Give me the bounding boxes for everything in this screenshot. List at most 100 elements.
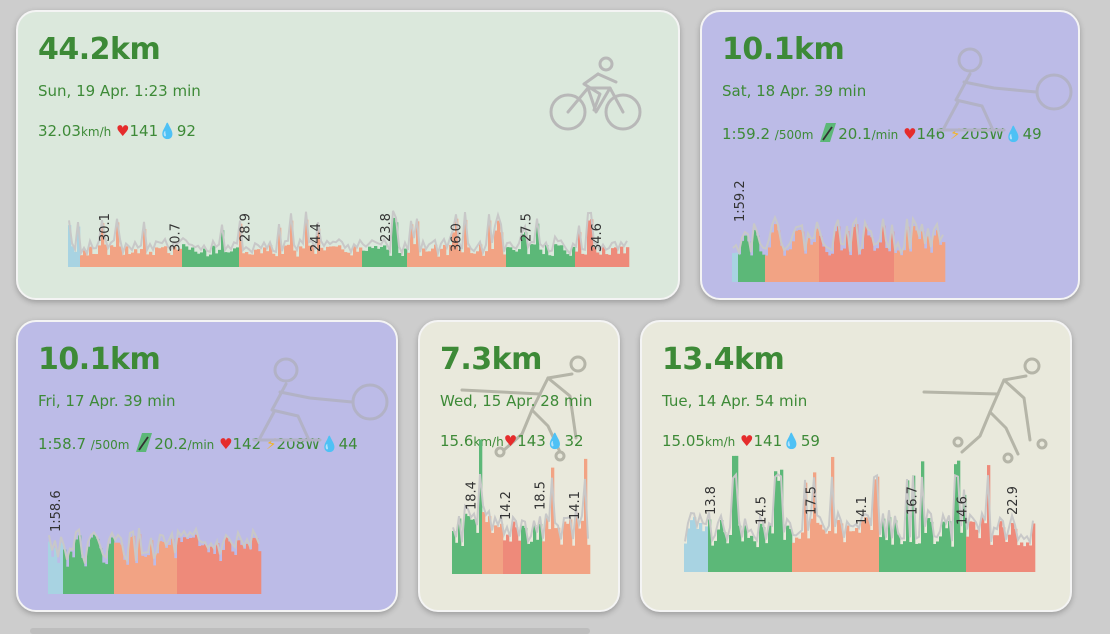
chart-bar (153, 565, 157, 594)
chart-bar (320, 247, 324, 267)
chart-bar (831, 456, 835, 572)
chart-bar (858, 532, 862, 572)
chart-bar (389, 255, 393, 267)
chart-bar (401, 255, 405, 267)
chart-bar (771, 232, 775, 282)
chart-bar (194, 251, 198, 267)
chart-bar (894, 253, 898, 282)
chart-peak-label: 17.5 (805, 486, 820, 515)
activity-date: Wed, 15 Apr. 28 min (440, 392, 593, 410)
chart-bar (774, 471, 778, 572)
chart-bar (180, 542, 184, 594)
chart-bar (557, 245, 561, 267)
chart-bar (377, 248, 381, 267)
chart-bar (161, 247, 165, 267)
speed-value: 15.05 (662, 432, 705, 450)
chart-bar (777, 230, 781, 282)
drop-icon: 💧 (545, 432, 565, 450)
chart-bar (810, 244, 814, 282)
chart-bar (422, 248, 426, 267)
cycling-icon (549, 56, 642, 131)
speed-unit: km/h (80, 125, 112, 139)
chart-bar (927, 236, 931, 282)
chart-bar (75, 539, 79, 594)
chart-peak-label: 27.5 (520, 213, 535, 242)
chart-overlay-line (68, 210, 628, 258)
chart-bar (99, 548, 103, 594)
chart-peak-label: 28.9 (239, 213, 254, 242)
chart-bar (608, 254, 612, 267)
activity-card-cycling[interactable]: 44.2km Sun, 19 Apr. 1:23 min 32.03km/h ♥… (16, 10, 680, 300)
activity-card-rowing[interactable]: 10.1km Sat, 18 Apr. 39 min 1:59.2 /500m … (700, 10, 1080, 300)
chart-bar (317, 228, 321, 267)
chart-bar (482, 255, 486, 267)
chart-bar (503, 254, 507, 267)
chart-bar (729, 534, 733, 572)
chart-bar (566, 523, 570, 574)
chart-bar (921, 461, 925, 572)
chart-bar (987, 465, 991, 572)
chart-bar (711, 545, 715, 572)
chart-bar (255, 538, 259, 594)
activity-stats: 15.6km/h♥143💧32 (440, 432, 584, 450)
chart-bar (311, 245, 315, 267)
chart-bar (714, 540, 718, 572)
chart-bar (269, 245, 273, 267)
chart-bar (452, 232, 456, 267)
heart-rate-value: 143 (517, 432, 546, 450)
chart-bar (999, 521, 1003, 572)
chart-bar (494, 525, 498, 574)
chart-bar (168, 544, 172, 594)
chart-peak-label: 18.5 (533, 481, 548, 510)
drop-value: 59 (800, 432, 820, 450)
chart-bar (374, 246, 378, 267)
chart-peak-label: 1:58.6 (49, 490, 64, 532)
chart-bar (960, 532, 964, 572)
chart-bar (849, 531, 853, 572)
chart-bar (918, 239, 922, 282)
chart-bar (786, 250, 790, 282)
chart-bar (185, 246, 189, 267)
chart-bar (335, 246, 339, 267)
chart-bar (726, 543, 730, 572)
chart-bar (120, 544, 124, 594)
chart-bar (1020, 542, 1024, 572)
chart-bar (687, 528, 691, 572)
chart-bar (234, 554, 238, 594)
chart-bar (975, 529, 979, 572)
chart-bar (891, 544, 895, 572)
activity-card-rowing[interactable]: 10.1km Fri, 17 Apr. 39 min 1:58.7 /500m … (16, 320, 398, 612)
chart-bar (732, 455, 736, 572)
activity-card-rollerski[interactable]: 13.4km Tue, 14 Apr. 54 min 15.05km/h ♥14… (640, 320, 1072, 612)
chart-bar (104, 244, 108, 267)
chart-bar (246, 543, 250, 594)
chart-bar (132, 535, 136, 594)
speed-value: 15.6 (440, 432, 474, 450)
chart-bar (611, 248, 615, 267)
chart-bar (684, 543, 688, 572)
chart-bar (876, 248, 880, 282)
activity-card-rollerski[interactable]: 7.3km Wed, 15 Apr. 28 min 15.6km/h♥143💧3… (418, 320, 620, 612)
chart-bar (83, 250, 87, 267)
chart-bar (485, 522, 489, 574)
chart-bar (566, 254, 570, 267)
chart-bar (810, 518, 814, 572)
chart-bar (126, 564, 130, 594)
chart-bar (897, 534, 901, 572)
drop-icon: 💧 (158, 122, 177, 140)
pace-value: 1:59.2 (722, 125, 770, 143)
chart-bar (762, 527, 766, 572)
chart-bar (560, 544, 564, 574)
chart-bar (164, 246, 168, 267)
chart-bar (951, 546, 955, 572)
chart-bar (231, 551, 235, 594)
chart-bar (882, 225, 886, 282)
chart-bar (744, 235, 748, 282)
chart-bar (819, 524, 823, 572)
chart-bar (287, 244, 291, 267)
chart-bar (141, 555, 145, 594)
chart-bar (765, 255, 769, 282)
chart-bar (452, 530, 456, 574)
chart-bar (485, 251, 489, 267)
chart-bar (924, 248, 928, 282)
